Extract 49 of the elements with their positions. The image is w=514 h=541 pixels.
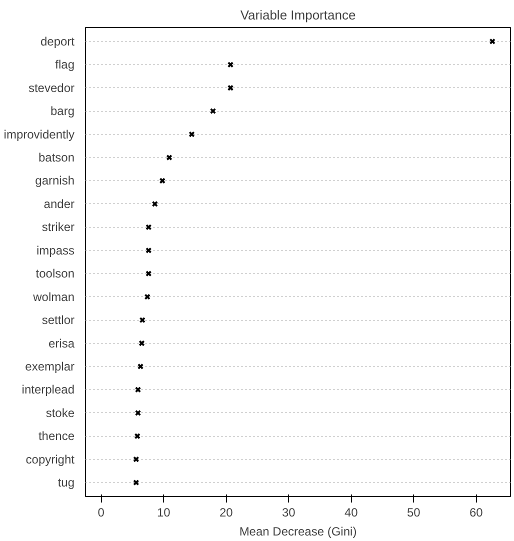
x-tick-label: 60 [469, 506, 484, 520]
y-tick-label: barg [50, 104, 75, 118]
y-tick-label: stoke [46, 406, 75, 420]
y-tick-label: stevedor [28, 80, 75, 95]
y-tick-label: tug [58, 476, 75, 490]
y-tick-label: exemplar [25, 359, 75, 374]
x-tick-label: 50 [406, 506, 421, 520]
point [227, 84, 234, 91]
y-tick-label: garnish [35, 174, 74, 188]
point [144, 294, 150, 300]
point [134, 410, 142, 416]
y-tick-label: impass [36, 243, 75, 258]
point [146, 224, 152, 230]
y-tick-label: ander [44, 196, 75, 211]
x-tick-label: 10 [156, 506, 171, 520]
x-tick-label: 20 [219, 506, 234, 520]
point [139, 316, 146, 324]
point [133, 456, 140, 462]
y-tick-label: wolman [32, 290, 75, 304]
point [489, 38, 496, 45]
y-tick-label: copyright [26, 452, 76, 466]
y-tick-label: batson [38, 150, 74, 165]
y-tick-label: interplead [22, 382, 75, 397]
y-tick-label: flag [55, 58, 75, 72]
point [188, 131, 195, 138]
y-tick-label: thence [38, 429, 75, 444]
y-tick-label: striker [42, 220, 75, 234]
y-tick-label: settlor [42, 313, 75, 328]
y-tick-label: toolson [36, 266, 75, 281]
point [152, 200, 158, 208]
y-tick-label: improvidently [4, 127, 75, 142]
point [133, 479, 140, 486]
x-axis-title: Mean Decrease (Gini) [239, 524, 357, 538]
x-tick-label: 0 [98, 506, 105, 520]
point [137, 363, 144, 370]
point [146, 247, 152, 254]
point [134, 433, 140, 440]
point [138, 340, 145, 346]
point [159, 178, 166, 184]
point [227, 62, 234, 68]
point [210, 108, 216, 114]
chart-title: Variable Importance [240, 8, 356, 22]
y-tick-label: erisa [48, 336, 75, 350]
point [134, 386, 142, 393]
x-tick-label: 30 [282, 506, 296, 520]
point [166, 154, 172, 161]
y-tick-label: deport [40, 34, 76, 48]
x-tick-label: 40 [344, 506, 358, 520]
point [146, 270, 152, 277]
